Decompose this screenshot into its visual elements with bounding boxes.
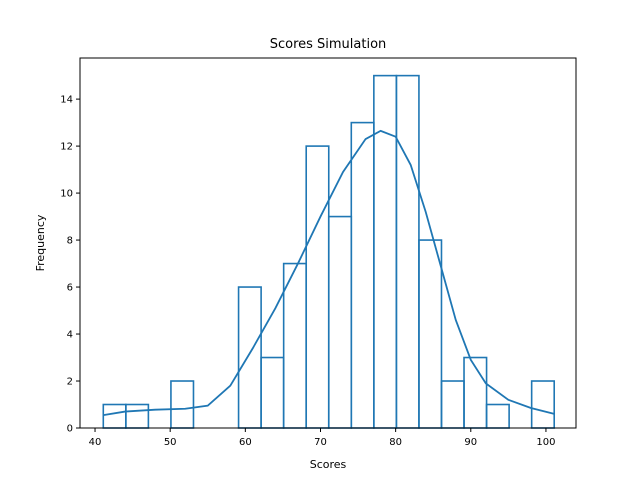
x-tick-label: 90 bbox=[464, 437, 477, 448]
plot-frame bbox=[79, 57, 577, 429]
y-tick-label: 14 bbox=[60, 95, 73, 106]
y-tick-label: 10 bbox=[60, 189, 73, 200]
histogram-bar-19 bbox=[530, 380, 556, 429]
y-tick-label: 12 bbox=[60, 142, 73, 153]
histogram-bar-15 bbox=[440, 380, 465, 429]
histogram-bar-12 bbox=[373, 74, 398, 429]
kde-curve bbox=[103, 129, 555, 416]
x-tick-label: 100 bbox=[536, 437, 555, 448]
x-tick-label: 80 bbox=[389, 437, 402, 448]
chart-title: Scores Simulation bbox=[270, 37, 387, 52]
histogram-bar-3 bbox=[170, 380, 195, 429]
histogram-bar-1 bbox=[125, 403, 150, 429]
y-tick-label: 2 bbox=[67, 377, 73, 388]
histogram-bars bbox=[102, 74, 556, 429]
histogram-bar-14 bbox=[418, 239, 443, 429]
x-tick-label: 50 bbox=[164, 437, 177, 448]
x-axis-ticks: 40 50 60 70 80 90 100 bbox=[89, 428, 555, 448]
histogram-bar-7 bbox=[260, 356, 285, 429]
x-tick-label: 60 bbox=[239, 437, 252, 448]
histogram-bar-8 bbox=[282, 262, 308, 429]
x-tick-label: 40 bbox=[89, 437, 102, 448]
x-tick-label: 70 bbox=[314, 437, 327, 448]
y-tick-label: 4 bbox=[67, 330, 73, 341]
x-axis-label: Scores bbox=[310, 458, 347, 471]
histogram-bar-0 bbox=[102, 403, 127, 429]
histogram-bar-6 bbox=[237, 286, 262, 429]
y-axis-ticks: 0 2 4 6 8 10 12 14 bbox=[60, 95, 80, 435]
y-axis-label: Frequency bbox=[34, 214, 47, 271]
histogram-bar-13 bbox=[395, 74, 420, 429]
y-tick-label: 0 bbox=[67, 424, 73, 435]
y-tick-label: 8 bbox=[67, 236, 73, 247]
histogram-bar-10 bbox=[327, 215, 353, 429]
histogram-bar-17 bbox=[485, 403, 510, 429]
histogram-bar-11 bbox=[350, 121, 375, 429]
histogram-bar-9 bbox=[305, 145, 330, 429]
y-tick-label: 6 bbox=[67, 283, 73, 294]
